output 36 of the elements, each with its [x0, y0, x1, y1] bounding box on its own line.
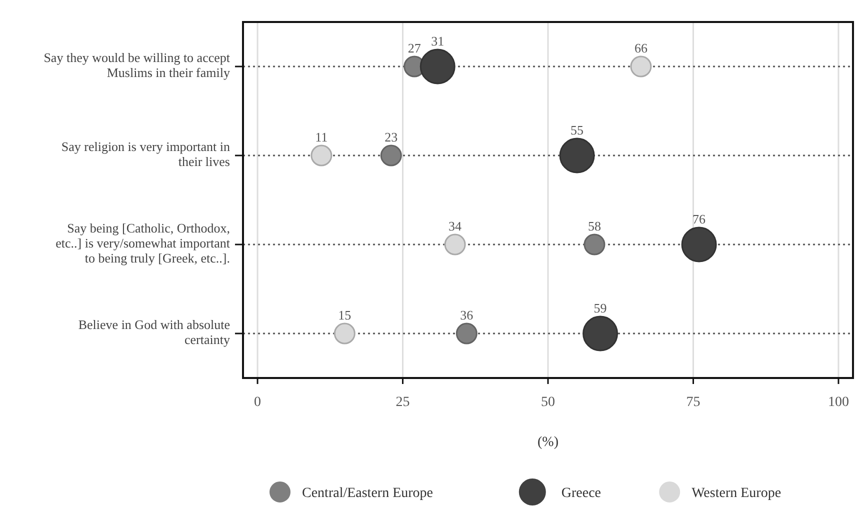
- point: [559, 138, 595, 174]
- data-label: 11: [315, 130, 328, 144]
- x-tick-label: 0: [254, 395, 262, 410]
- x-tick-label: 75: [686, 395, 700, 410]
- data-label: 59: [594, 300, 607, 316]
- point: [444, 234, 466, 256]
- y-tick-label: Believe in God with absolute certainty: [78, 316, 230, 347]
- point: [310, 144, 332, 166]
- point: [456, 322, 478, 344]
- data-label: 23: [384, 130, 398, 144]
- x-axis-title: (%): [538, 435, 559, 450]
- x-tick-label: 100: [828, 395, 849, 410]
- x-tick-label: 50: [541, 395, 555, 410]
- x-tick-label: 25: [396, 395, 410, 410]
- point: [420, 48, 456, 84]
- y-tick-label: Say religion is very important in their lives: [61, 138, 230, 169]
- point: [582, 316, 618, 352]
- point: [380, 144, 402, 166]
- data-label: 15: [338, 308, 352, 322]
- legend-label: Greece: [561, 486, 602, 501]
- point: [681, 226, 717, 262]
- data-label: 76: [692, 212, 706, 226]
- legend-label: Western Europe: [692, 486, 782, 501]
- data-label: 58: [588, 218, 601, 234]
- data-label: 36: [460, 308, 474, 322]
- data-label: 27: [408, 40, 422, 56]
- legend-label: Central/Eastern Europe: [302, 486, 434, 501]
- y-tick-label: Say they would be willing to accept Muslims in their family: [44, 50, 230, 80]
- point: [334, 322, 356, 344]
- point: [630, 56, 652, 78]
- data-label: 55: [570, 122, 584, 138]
- data-label: 31: [431, 34, 444, 48]
- data-label: 66: [634, 40, 648, 56]
- data-label: 34: [448, 218, 462, 234]
- y-tick-label: Say being [Catholic, Orthodox, etc..] is very/somewhat important to being truly [Greek, etc..].: [56, 220, 230, 266]
- point: [584, 234, 606, 256]
